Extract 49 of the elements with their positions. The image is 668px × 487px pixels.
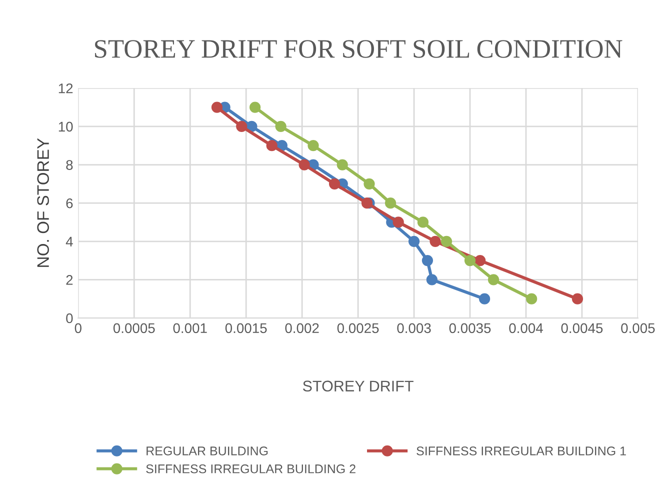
point [266,140,278,152]
point [474,254,486,266]
point [479,293,490,304]
x-tick-label: 0.0015 [225,323,267,334]
x-tick-label: 0 [74,323,82,334]
y-tick-label: 10 [58,122,73,132]
x-tick-label: 0.002 [285,323,319,334]
point [211,102,223,113]
point [328,178,340,190]
point [464,254,476,266]
x-tick-label: 0.0025 [337,323,379,334]
y-tick-label: 6 [66,198,73,208]
point [384,198,396,209]
x-tick-label: 0.001 [173,323,207,334]
point [249,102,261,113]
x-tick-label: 0.004 [509,323,543,334]
point [275,120,286,132]
legend-label: REGULAR BUILDING [146,446,268,456]
x-tick-label: 0.005 [621,323,655,334]
point [392,216,404,228]
point [236,120,248,132]
point [336,159,348,170]
point [361,198,373,209]
point [440,236,452,247]
point [430,236,441,247]
y-tick-label: 12 [58,83,73,94]
point [364,178,375,190]
point [298,159,310,170]
y-axis-title: NO. OF STOREY [37,138,49,267]
y-tick-label: 4 [66,236,73,246]
chart-title: STOREY DRIFT FOR SOFT SOIL CONDITION [95,40,622,58]
point [422,254,434,266]
point [308,140,319,152]
point [488,274,500,286]
y-tick-label: 0 [66,313,73,324]
x-tick-label: 0.0045 [561,323,603,334]
point [526,293,538,304]
point [572,293,584,304]
x-tick-label: 0.0035 [449,323,491,334]
point [417,216,429,228]
x-tick-label: 0.003 [397,323,431,334]
x-tick-label: 0.0005 [113,323,155,334]
x-axis-title: STOREY DRIFT [302,380,414,392]
legend-label: SIFFNESS IRREGULAR BUILDING 1 [416,446,626,456]
legend-label: SIFFNESS IRREGULAR BUILDING 2 [146,464,356,474]
y-tick-label: 2 [66,275,73,285]
point [408,236,420,247]
point [426,274,438,286]
y-tick-label: 8 [66,160,73,170]
